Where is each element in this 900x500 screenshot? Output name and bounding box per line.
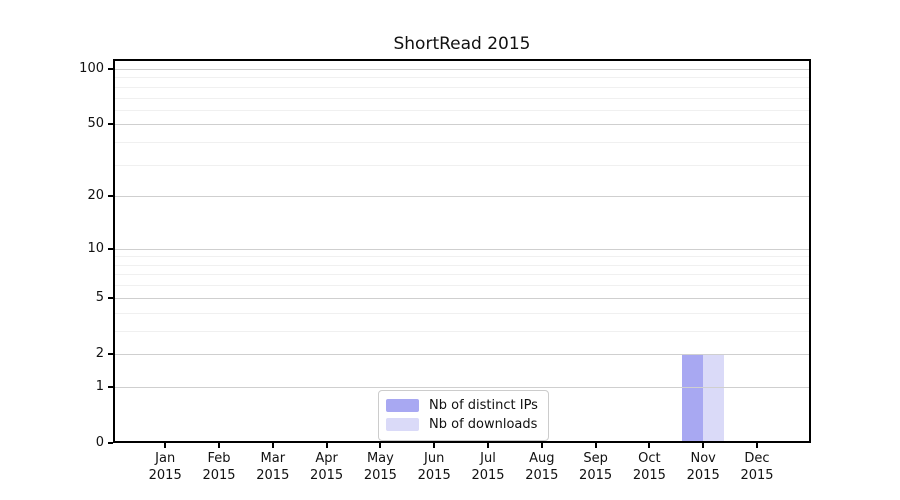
gridline-minor	[113, 77, 811, 79]
gridline-minor	[113, 142, 811, 144]
y-tick-label: 50	[87, 116, 104, 132]
gridline-minor	[113, 285, 811, 287]
legend: Nb of distinct IPs Nb of downloads	[378, 390, 549, 441]
x-tick-label: Feb 2015	[202, 451, 236, 483]
gridline-minor	[113, 97, 811, 99]
x-tick-label: Jan 2015	[148, 451, 182, 483]
chart-title: ShortRead 2015	[393, 34, 531, 54]
gridline-minor	[113, 86, 811, 88]
x-axis-tick	[540, 443, 543, 448]
gridline-minor	[113, 109, 811, 111]
gridline-minor	[113, 274, 811, 276]
y-tick-label: 10	[87, 240, 104, 256]
bar-nb-of-distinct-ips	[682, 353, 704, 443]
legend-label-downloads: Nb of downloads	[429, 417, 538, 432]
y-axis-tick	[108, 195, 113, 198]
plot-area	[113, 59, 811, 443]
gridline-major	[113, 124, 811, 126]
x-axis-tick	[433, 443, 436, 448]
x-axis-tick	[594, 443, 597, 448]
x-tick-label: Dec 2015	[740, 451, 774, 483]
x-axis-tick	[756, 443, 758, 448]
x-axis-tick	[702, 443, 705, 448]
gridline-major	[113, 196, 811, 198]
x-tick-label: Jul 2015	[471, 451, 505, 483]
gridline-minor	[113, 330, 811, 332]
x-axis-tick	[325, 443, 328, 448]
gridline-minor	[113, 312, 811, 314]
x-tick-label: Mar 2015	[256, 451, 290, 483]
gridline-major	[113, 386, 811, 388]
bar-nb-of-downloads	[703, 353, 725, 443]
gridline-major	[113, 248, 811, 250]
x-tick-label: Oct 2015	[632, 451, 666, 483]
y-axis-tick	[108, 442, 113, 444]
y-tick-label: 1	[95, 378, 104, 394]
x-axis-tick	[379, 443, 382, 448]
legend-entry-distinct-ips: Nb of distinct IPs	[386, 396, 538, 415]
y-axis-tick	[108, 68, 113, 70]
y-axis-tick	[108, 296, 113, 299]
gridline-minor	[113, 256, 811, 258]
y-tick-label: 0	[95, 435, 104, 450]
x-tick-label: Aug 2015	[525, 451, 559, 483]
y-axis-tick	[108, 385, 113, 388]
y-tick-label: 5	[95, 289, 104, 305]
x-axis-tick	[218, 443, 220, 448]
gridline-major	[113, 353, 811, 355]
x-axis-tick	[271, 443, 274, 448]
gridline-major	[113, 297, 811, 299]
legend-swatch-distinct-ips	[386, 399, 419, 412]
y-axis-tick	[108, 123, 113, 126]
x-tick-label: May 2015	[363, 451, 397, 483]
x-axis-tick	[648, 443, 651, 448]
gridline-minor	[113, 264, 811, 266]
x-tick-label: Sep 2015	[579, 451, 613, 483]
y-tick-label: 20	[87, 188, 104, 204]
y-tick-label: 2	[95, 345, 104, 361]
legend-label-distinct-ips: Nb of distinct IPs	[429, 398, 538, 413]
x-axis-tick	[164, 443, 167, 448]
x-tick-label: Apr 2015	[310, 451, 344, 483]
legend-swatch-downloads	[386, 418, 419, 431]
x-tick-label: Jun 2015	[417, 451, 451, 483]
x-axis-tick	[487, 443, 489, 448]
gridline-major	[113, 69, 811, 70]
y-axis-tick	[108, 352, 113, 355]
y-tick-label: 100	[79, 61, 104, 76]
x-tick-label: Nov 2015	[686, 451, 720, 483]
gridline-minor	[113, 164, 811, 166]
y-axis-tick	[108, 247, 113, 250]
legend-entry-downloads: Nb of downloads	[386, 415, 538, 434]
